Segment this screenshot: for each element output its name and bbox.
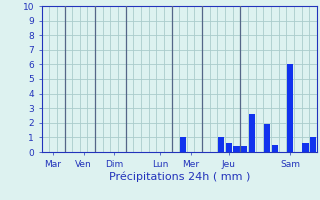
Bar — [310, 137, 316, 152]
Bar — [249, 114, 255, 152]
Bar — [226, 143, 232, 152]
Bar — [287, 64, 293, 152]
Bar — [302, 143, 308, 152]
Bar — [218, 137, 225, 152]
Bar — [233, 146, 240, 152]
Bar — [264, 124, 270, 152]
X-axis label: Précipitations 24h ( mm ): Précipitations 24h ( mm ) — [108, 171, 250, 182]
Bar — [241, 146, 247, 152]
Bar — [180, 137, 186, 152]
Bar — [271, 145, 278, 152]
